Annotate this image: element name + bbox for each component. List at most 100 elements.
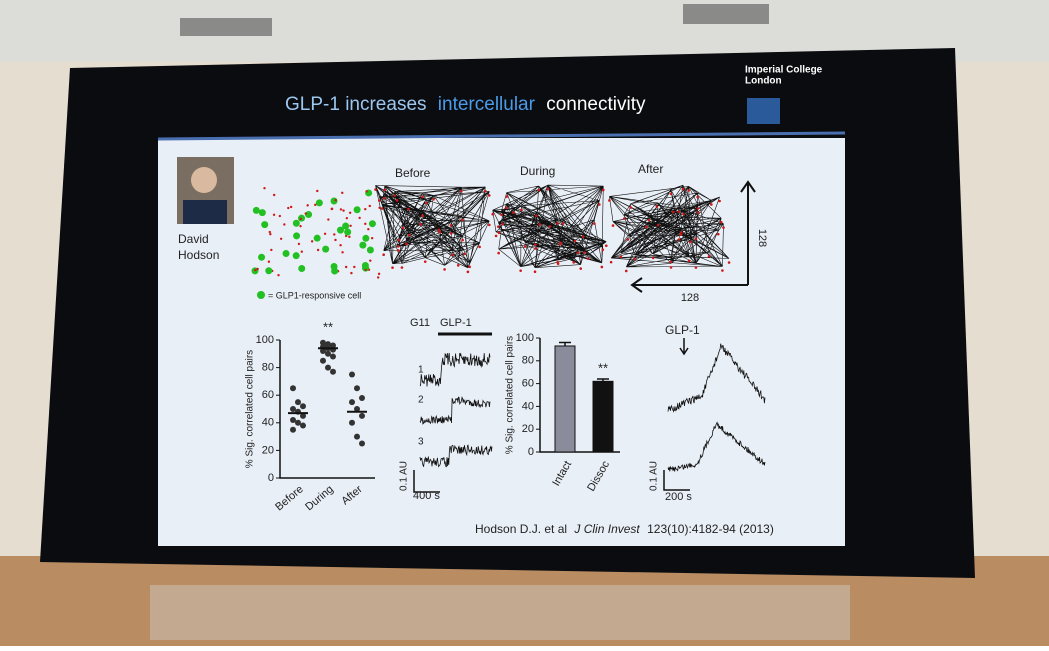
network-node <box>601 188 605 192</box>
network-node <box>538 223 541 226</box>
y-tick-label: 60 <box>262 389 274 401</box>
cell <box>358 216 361 220</box>
cell <box>342 222 350 230</box>
cell <box>298 264 306 272</box>
cell <box>305 211 313 219</box>
network-node <box>718 199 721 203</box>
cell <box>289 205 293 209</box>
cell <box>278 214 282 218</box>
trace-label: G11 <box>410 317 430 329</box>
reflection <box>150 585 850 640</box>
cell <box>323 232 327 235</box>
network-node <box>572 261 575 264</box>
point <box>330 342 336 349</box>
point <box>320 357 326 364</box>
network-node <box>491 212 494 216</box>
cell <box>330 262 338 270</box>
network-node <box>488 223 491 227</box>
network-node <box>408 233 411 237</box>
network-node <box>561 222 565 225</box>
bar <box>592 380 614 453</box>
cell <box>270 248 273 252</box>
cell <box>297 242 301 246</box>
point <box>295 399 301 406</box>
point <box>290 417 296 424</box>
slide-title: GLP-1 increases intercellular connectivi… <box>285 94 646 115</box>
point <box>354 406 360 412</box>
network-node <box>396 245 400 248</box>
cell <box>364 207 367 211</box>
scale-label: 200 s <box>665 491 692 503</box>
cell <box>345 216 349 220</box>
network-node <box>609 260 613 264</box>
network-node <box>460 218 464 222</box>
point <box>325 364 331 371</box>
axis-128: 128 <box>681 292 699 304</box>
network-node <box>423 260 427 263</box>
network-node <box>677 210 681 213</box>
cell <box>327 218 330 221</box>
network-node <box>395 199 399 202</box>
point <box>349 419 355 426</box>
trace <box>419 444 493 468</box>
network-node <box>400 266 404 269</box>
y-tick-label: 40 <box>262 417 274 429</box>
citation-part: 123(10):4182-94 (2013) <box>647 522 774 536</box>
cell <box>333 233 336 236</box>
network-node <box>393 194 396 197</box>
network-node <box>579 267 583 270</box>
network-node <box>669 260 673 264</box>
network-node <box>407 207 410 211</box>
network-node <box>533 270 537 274</box>
y-axis-label: % Sig. correlated cell pairs <box>505 336 516 454</box>
network-node <box>449 232 453 235</box>
cell <box>342 209 345 212</box>
cell <box>369 259 372 262</box>
network-node <box>419 223 422 226</box>
cell <box>344 228 352 236</box>
cell <box>261 221 269 229</box>
cell <box>334 198 337 202</box>
cell <box>353 265 356 269</box>
y-tick-label: 40 <box>522 400 534 412</box>
network-node <box>694 237 698 241</box>
network-node <box>626 238 630 241</box>
network-node <box>727 261 731 264</box>
trace-label: GLP-1 <box>440 317 472 329</box>
cell <box>344 265 348 269</box>
network-node <box>600 265 604 269</box>
y-tick-label: 0 <box>528 446 534 458</box>
network-node <box>478 245 481 249</box>
stim-arrow <box>679 338 689 356</box>
citation-part: J Clin Invest <box>573 522 640 536</box>
cell <box>315 199 323 207</box>
network-node <box>437 228 441 232</box>
scale-label: 400 s <box>413 490 440 502</box>
legend-text: = GLP1-responsive cell <box>268 290 361 300</box>
point <box>290 385 296 392</box>
network-node <box>456 264 460 267</box>
cell <box>361 262 369 270</box>
y-tick-label: 20 <box>522 423 534 435</box>
network-node <box>397 238 401 242</box>
trace <box>419 352 491 387</box>
network-node <box>494 234 498 238</box>
cell <box>265 267 273 275</box>
cell <box>348 235 351 239</box>
point <box>325 350 331 357</box>
network-node <box>633 257 636 261</box>
cell <box>299 217 302 221</box>
network-node <box>383 188 387 192</box>
portrait-shirt <box>183 200 227 224</box>
cell <box>292 219 300 227</box>
network-node <box>468 265 471 269</box>
network-node <box>583 251 586 254</box>
network-node <box>548 225 552 228</box>
cell <box>341 251 344 254</box>
cell <box>366 246 374 254</box>
network-node <box>523 245 527 248</box>
scale-bar <box>413 470 440 493</box>
cell <box>304 212 307 215</box>
cell <box>336 226 344 234</box>
